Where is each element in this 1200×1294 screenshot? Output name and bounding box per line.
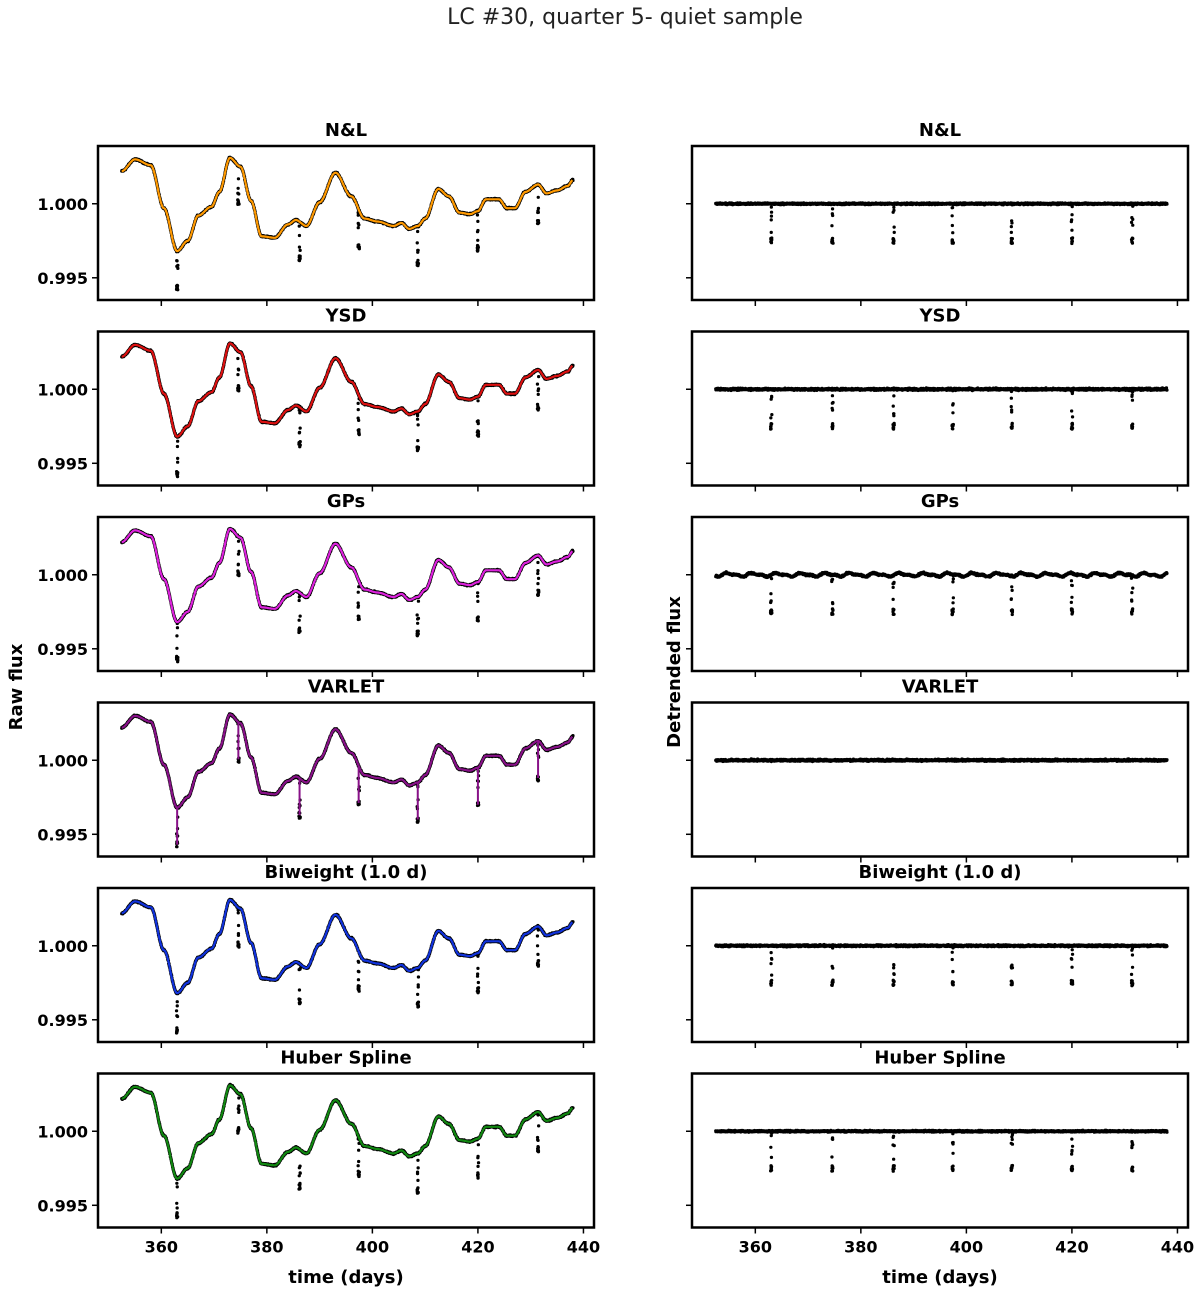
- panel-0-ytick-label: 1.000: [37, 195, 88, 214]
- panel-5-raw-xtick-label: 360: [145, 1238, 178, 1257]
- panel-3-raw-points: [120, 712, 575, 849]
- panel-2-raw: GPs 0.995 1.000: [37, 491, 596, 677]
- panel-5-model-curve: [121, 1084, 574, 1180]
- panel-2-detrended: GPs: [686, 491, 1190, 677]
- left-xlabel: time (days): [288, 1267, 403, 1288]
- panel-5-raw-frame: [96, 1072, 596, 1229]
- panel-0-raw-frame: [96, 144, 596, 302]
- panel-5-detrended: Huber Spline 360 380 400 420 440: [686, 1048, 1194, 1257]
- panel-1-raw-points: [120, 341, 575, 479]
- panel-4-raw-points: [120, 897, 575, 1035]
- right-xlabel: time (days): [882, 1267, 997, 1288]
- panel-5-detrended-title: Huber Spline: [874, 1048, 1005, 1069]
- panel-0-detrended-title: N&L: [919, 120, 961, 141]
- panel-3-raw: VARLET 0.995 1.000: [37, 677, 596, 863]
- panel-0-detrended: N&L: [686, 120, 1190, 306]
- panel-3-ytick-label: 1.000: [37, 751, 88, 770]
- panel-1-raw-title: YSD: [325, 306, 367, 327]
- panel-3-detrended-title: VARLET: [902, 677, 979, 698]
- panel-1-ytick-label: 1.000: [37, 380, 88, 399]
- panel-5-detrended-points: [714, 1128, 1169, 1173]
- panel-5-detrended-xtick-label: 440: [1161, 1238, 1194, 1257]
- right-ylabel: Detrended flux: [664, 596, 685, 748]
- panel-1-detrended-frame: [690, 330, 1190, 487]
- panel-4-detrended-title: Biweight (1.0 d): [859, 862, 1022, 883]
- panel-5-raw-xtick-label: 440: [567, 1238, 600, 1257]
- panel-0-detrended-points: [714, 201, 1169, 246]
- panel-5-ytick-label: 0.995: [37, 1196, 88, 1215]
- panels-container: N&L 0.995 1.000 N&L YSD 0.995 1.000 YSD GPs 0.995…: [37, 120, 1194, 1257]
- panel-5-ytick-label: 1.000: [37, 1122, 88, 1141]
- panel-5-detrended-xtick-label: 400: [950, 1238, 983, 1257]
- panel-4-raw-frame: [96, 886, 596, 1044]
- panel-5-raw-title: Huber Spline: [280, 1048, 411, 1069]
- panel-0-raw: N&L 0.995 1.000: [37, 120, 596, 306]
- panel-1-raw-frame: [96, 330, 596, 487]
- panel-2-ytick-label: 1.000: [37, 566, 88, 585]
- panel-0-raw-title: N&L: [325, 120, 367, 141]
- panel-2-raw-frame: [96, 515, 596, 673]
- panel-4-raw: Biweight (1.0 d) 0.995 1.000: [37, 862, 596, 1048]
- panel-5-detrended-xtick-label: 420: [1055, 1238, 1088, 1257]
- panel-1-raw: YSD 0.995 1.000: [37, 306, 596, 492]
- panel-5-detrended-xtick-label: 360: [739, 1238, 772, 1257]
- figure-suptitle: LC #30, quarter 5- quiet sample: [447, 5, 803, 30]
- panel-2-raw-points: [120, 526, 575, 664]
- panel-3-detrended-points: [714, 757, 1169, 764]
- panel-3-model-curve: [121, 713, 574, 809]
- panel-3-detrended: VARLET: [686, 677, 1190, 863]
- panel-0-ytick-label: 0.995: [37, 269, 88, 288]
- panel-3-raw-title: VARLET: [308, 677, 385, 698]
- left-ylabel: Raw flux: [6, 643, 27, 730]
- panel-1-model-curve: [121, 342, 574, 438]
- panel-5-detrended-frame: [690, 1072, 1190, 1229]
- panel-4-ytick-label: 0.995: [37, 1011, 88, 1030]
- panel-2-detrended-points: [714, 570, 1169, 617]
- panel-4-model-curve: [121, 898, 574, 995]
- panel-0-raw-points: [120, 155, 575, 292]
- panel-1-ytick-label: 0.995: [37, 454, 88, 473]
- panel-5-detrended-xtick-label: 380: [844, 1238, 877, 1257]
- panel-2-detrended-frame: [690, 515, 1190, 673]
- panel-3-detrended-frame: [690, 701, 1190, 858]
- panel-0-detrended-frame: [690, 144, 1190, 302]
- panel-5-raw-xtick-label: 380: [250, 1238, 283, 1257]
- panel-4-detrended-points: [714, 942, 1169, 988]
- panel-4-raw-title: Biweight (1.0 d): [265, 862, 428, 883]
- panel-1-detrended-points: [714, 386, 1169, 431]
- panel-1-detrended: YSD: [686, 306, 1190, 492]
- panel-2-ytick-label: 0.995: [37, 640, 88, 659]
- panel-4-detrended: Biweight (1.0 d): [686, 862, 1190, 1048]
- panel-4-detrended-frame: [690, 886, 1190, 1044]
- panel-3-ytick-label: 0.995: [37, 825, 88, 844]
- panel-4-ytick-label: 1.000: [37, 937, 88, 956]
- panel-2-detrended-title: GPs: [921, 491, 959, 512]
- panel-2-raw-title: GPs: [327, 491, 365, 512]
- panel-5-raw: Huber Spline 0.995 1.000 360 380 400 420 440: [37, 1048, 600, 1257]
- panel-2-model-curve: [121, 527, 574, 624]
- panel-0-model-curve: [121, 156, 574, 253]
- panel-5-raw-xtick-label: 400: [356, 1238, 389, 1257]
- panel-1-detrended-title: YSD: [919, 306, 961, 327]
- panel-5-raw-points: [120, 1082, 575, 1220]
- panel-5-raw-xtick-label: 420: [461, 1238, 494, 1257]
- panel-3-raw-frame: [96, 701, 596, 858]
